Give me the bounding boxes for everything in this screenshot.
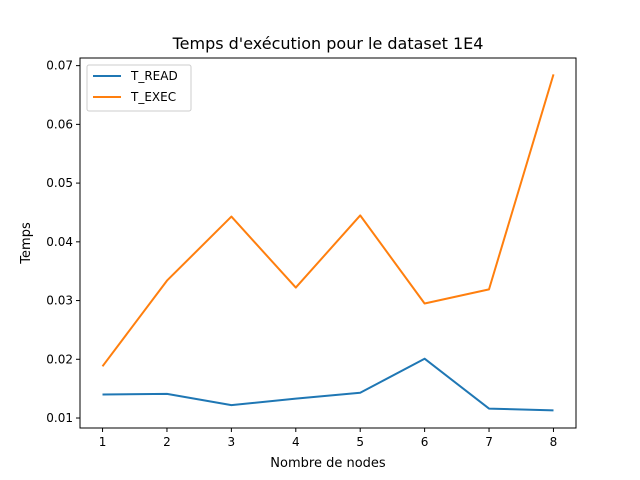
plot-area-frame: [79, 57, 577, 429]
y-tick-label: 0.01: [46, 411, 73, 425]
chart-title: Temps d'exécution pour le dataset 1E4: [172, 34, 484, 53]
x-tick-label: 4: [292, 435, 300, 449]
legend-label: T_EXEC: [130, 90, 176, 104]
legend-label: T_READ: [130, 69, 178, 83]
x-axis: 1 2 3 4 5 6 7 8: [99, 428, 558, 449]
x-tick-label: 7: [485, 435, 493, 449]
y-tick-label: 0.06: [46, 117, 73, 131]
x-tick-label: 8: [550, 435, 558, 449]
x-tick-label: 2: [163, 435, 171, 449]
x-tick-label: 6: [421, 435, 429, 449]
y-axis-label: Temps: [19, 222, 34, 265]
x-tick-label: 1: [99, 435, 107, 449]
x-axis-label: Nombre de nodes: [270, 456, 386, 471]
x-tick-label: 3: [228, 435, 236, 449]
y-tick-label: 0.04: [46, 235, 73, 249]
legend: T_READ T_EXEC: [86, 64, 192, 112]
x-tick-label: 5: [356, 435, 364, 449]
series-layer: [101, 74, 555, 412]
series-line-t-exec: [101, 74, 555, 367]
y-axis: 0.01 0.02 0.03 0.04 0.05 0.06 0.07: [46, 59, 80, 425]
y-tick-label: 0.07: [46, 59, 73, 73]
series-line-t-read: [102, 357, 554, 412]
y-tick-label: 0.03: [46, 294, 73, 308]
y-tick-label: 0.02: [46, 352, 73, 366]
y-tick-label: 0.05: [46, 176, 73, 190]
